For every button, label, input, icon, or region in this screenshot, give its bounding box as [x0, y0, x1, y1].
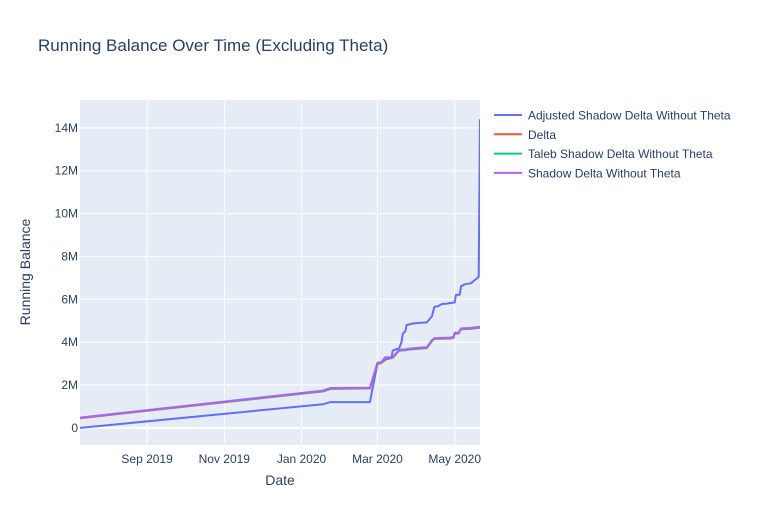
- x-tick-label: Nov 2019: [199, 452, 251, 466]
- x-tick-label: Sep 2019: [121, 452, 173, 466]
- legend-item[interactable]: Taleb Shadow Delta Without Theta: [494, 147, 713, 161]
- series-lines: [80, 119, 480, 429]
- series-line-4: [80, 325, 480, 419]
- y-axis-ticks: 0 2M 4M 6M 8M 10M 12M 14M: [55, 121, 79, 435]
- y-tick-label: 6M: [61, 292, 78, 306]
- legend-label: Delta: [528, 128, 556, 142]
- y-axis-label: Running Balance: [17, 218, 33, 325]
- y-tick-label: 4M: [61, 335, 78, 349]
- x-axis-label: Date: [265, 472, 295, 488]
- legend-item[interactable]: Shadow Delta Without Theta: [494, 166, 681, 180]
- plot-background: [80, 100, 480, 445]
- legend[interactable]: Adjusted Shadow Delta Without Theta Delta…: [494, 109, 731, 181]
- y-tick-label: 8M: [61, 249, 78, 263]
- legend-item[interactable]: Adjusted Shadow Delta Without Theta: [494, 109, 731, 123]
- legend-label: Shadow Delta Without Theta: [528, 166, 681, 180]
- y-tick-label: 0: [71, 421, 78, 435]
- x-axis-ticks: Sep 2019 Nov 2019 Jan 2020 Mar 2020 May 2020: [121, 452, 481, 466]
- y-tick-label: 10M: [55, 207, 78, 221]
- chart-title: Running Balance Over Time (Excluding The…: [38, 36, 388, 55]
- y-tick-label: 14M: [55, 121, 78, 135]
- grid-lines: [80, 100, 480, 445]
- legend-item[interactable]: Delta: [494, 128, 556, 142]
- x-tick-label: May 2020: [428, 452, 481, 466]
- x-tick-label: Jan 2020: [277, 452, 327, 466]
- y-tick-label: 12M: [55, 164, 78, 178]
- x-tick-label: Mar 2020: [352, 452, 403, 466]
- legend-label: Taleb Shadow Delta Without Theta: [528, 147, 713, 161]
- y-tick-label: 2M: [61, 378, 78, 392]
- legend-label: Adjusted Shadow Delta Without Theta: [528, 109, 731, 123]
